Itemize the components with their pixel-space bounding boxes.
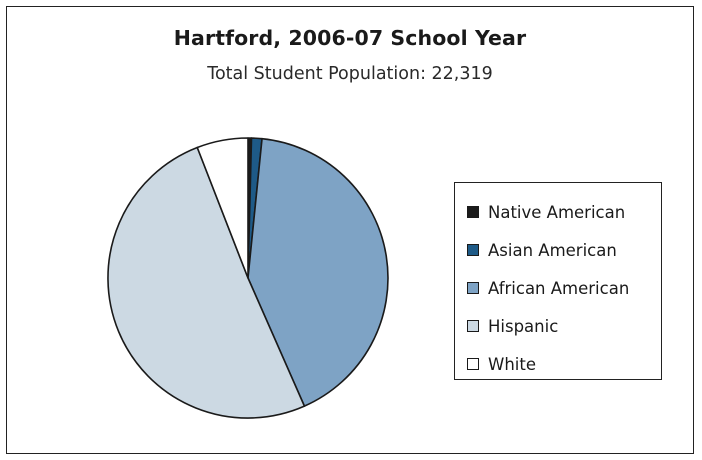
legend-swatch-white bbox=[467, 358, 479, 370]
legend: Native American Asian American African A… bbox=[454, 182, 662, 380]
legend-swatch-asian-american bbox=[467, 244, 479, 256]
chart-title: Hartford, 2006-07 School Year bbox=[173, 26, 527, 50]
pie-slice-hispanic bbox=[107, 146, 306, 419]
pie-slice-white bbox=[196, 137, 249, 279]
legend-label-white: White bbox=[488, 354, 536, 374]
chart-subtitle: Total Student Population: 22,319 bbox=[207, 64, 493, 84]
legend-swatch-african-american bbox=[467, 282, 479, 294]
legend-swatch-native-american bbox=[467, 206, 479, 218]
legend-label-asian-american: Asian American bbox=[488, 240, 617, 260]
legend-item-asian-american: Asian American bbox=[467, 231, 661, 269]
pie-slices bbox=[107, 137, 389, 419]
legend-label-african-american: African American bbox=[488, 278, 630, 298]
legend-item-african-american: African American bbox=[467, 269, 661, 307]
legend-label-hispanic: Hispanic bbox=[488, 316, 559, 336]
legend-item-hispanic: Hispanic bbox=[467, 307, 661, 345]
pie-slice-african-american bbox=[247, 137, 389, 407]
legend-label-native-american: Native American bbox=[488, 202, 626, 222]
legend-swatch-hispanic bbox=[467, 320, 479, 332]
chart-frame bbox=[6, 6, 694, 454]
legend-item-white: White bbox=[467, 345, 661, 383]
legend-item-native-american: Native American bbox=[467, 193, 661, 231]
